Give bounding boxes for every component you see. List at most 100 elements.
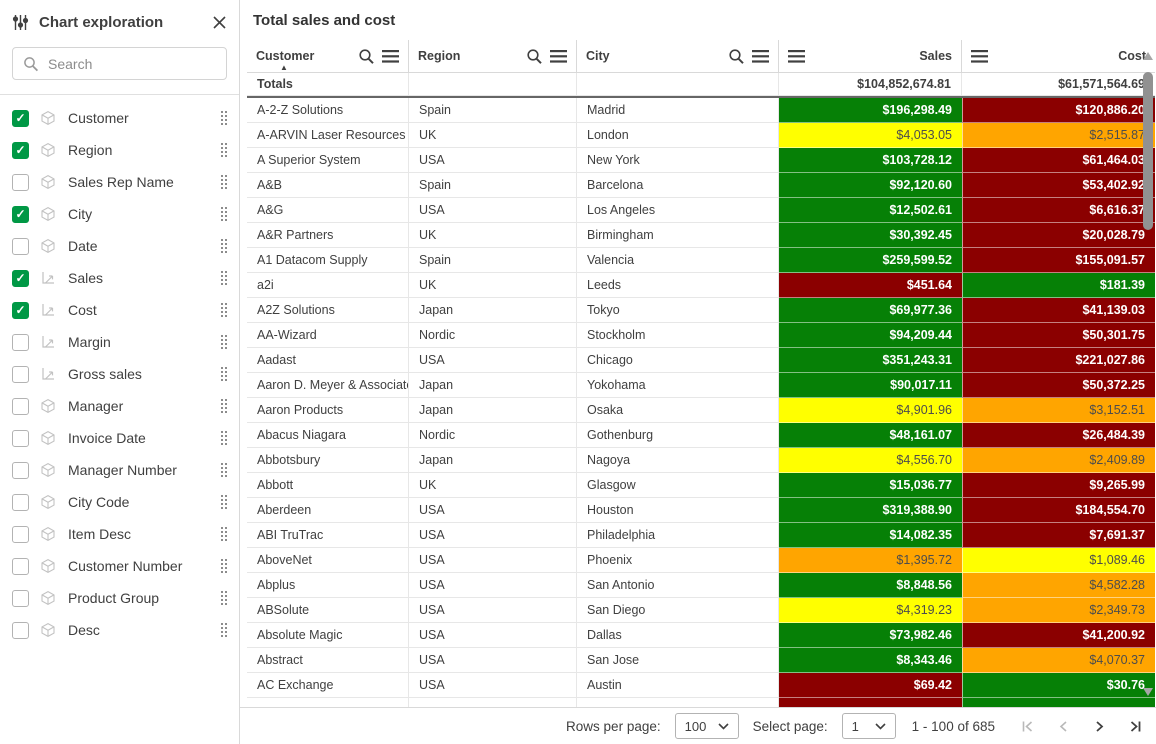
field-item-desc[interactable]: Desc bbox=[0, 614, 239, 646]
field-item-city[interactable]: City bbox=[0, 198, 239, 230]
cell-customer[interactable]: A2Z Solutions bbox=[247, 298, 409, 323]
cell-city[interactable]: San Antonio bbox=[577, 573, 779, 598]
field-item-date[interactable]: Date bbox=[0, 230, 239, 262]
cell-customer[interactable]: Aberdeen bbox=[247, 498, 409, 523]
cell-region[interactable]: Spain bbox=[409, 173, 577, 198]
drag-handle-icon[interactable] bbox=[221, 207, 227, 221]
field-item-sales[interactable]: Sales bbox=[0, 262, 239, 294]
field-item-gross-sales[interactable]: Gross sales bbox=[0, 358, 239, 390]
field-checkbox[interactable] bbox=[12, 621, 29, 639]
first-page-button[interactable] bbox=[1021, 720, 1034, 733]
scroll-up-icon[interactable] bbox=[1143, 52, 1153, 60]
column-menu-icon[interactable] bbox=[971, 49, 988, 63]
field-checkbox[interactable] bbox=[12, 589, 29, 607]
drag-handle-icon[interactable] bbox=[221, 463, 227, 477]
cell-customer[interactable]: AA-Wizard bbox=[247, 323, 409, 348]
drag-handle-icon[interactable] bbox=[221, 143, 227, 157]
cell-customer[interactable]: Abstract bbox=[247, 648, 409, 673]
column-header-customer[interactable]: Customer ▲ bbox=[247, 40, 409, 72]
cell-customer[interactable]: Abbott bbox=[247, 473, 409, 498]
cell-region[interactable]: USA bbox=[409, 198, 577, 223]
cell-city[interactable]: New York bbox=[577, 148, 779, 173]
scrollbar-thumb[interactable] bbox=[1143, 72, 1153, 230]
cell-region[interactable]: Spain bbox=[409, 248, 577, 273]
cell-customer[interactable]: A-2-Z Solutions bbox=[247, 98, 409, 123]
cell-region[interactable]: USA bbox=[409, 498, 577, 523]
cell-region[interactable]: USA bbox=[409, 348, 577, 373]
drag-handle-icon[interactable] bbox=[221, 239, 227, 253]
cell-region[interactable]: Spain bbox=[409, 98, 577, 123]
vertical-scrollbar[interactable] bbox=[1142, 52, 1154, 704]
cell-customer[interactable]: A-ARVIN Laser Resources bbox=[247, 123, 409, 148]
previous-page-button[interactable] bbox=[1057, 720, 1070, 733]
cell-region[interactable]: USA bbox=[409, 623, 577, 648]
cell-city[interactable]: Madrid bbox=[577, 98, 779, 123]
cell-city[interactable]: Chicago bbox=[577, 348, 779, 373]
scroll-down-icon[interactable] bbox=[1143, 688, 1153, 696]
cell-city[interactable]: Dallas bbox=[577, 623, 779, 648]
cell-customer[interactable]: ABSolute bbox=[247, 598, 409, 623]
cell-customer[interactable]: A&G bbox=[247, 198, 409, 223]
cell-city[interactable]: Yokohama bbox=[577, 373, 779, 398]
drag-handle-icon[interactable] bbox=[221, 431, 227, 445]
field-item-customer-number[interactable]: Customer Number bbox=[0, 550, 239, 582]
cell-region[interactable]: UK bbox=[409, 223, 577, 248]
field-checkbox[interactable] bbox=[12, 557, 29, 575]
cell-city[interactable]: Philadelphia bbox=[577, 523, 779, 548]
cell-customer[interactable]: Abacus Niagara bbox=[247, 423, 409, 448]
cell-region[interactable]: USA bbox=[409, 148, 577, 173]
cell-customer[interactable]: AboveNet bbox=[247, 548, 409, 573]
column-menu-icon[interactable] bbox=[788, 49, 805, 63]
column-header-city[interactable]: City bbox=[577, 40, 779, 72]
field-checkbox[interactable] bbox=[12, 333, 29, 351]
field-checkbox[interactable] bbox=[12, 365, 29, 383]
cell-region[interactable]: UK bbox=[409, 123, 577, 148]
cell-city[interactable]: Osaka bbox=[577, 398, 779, 423]
last-page-button[interactable] bbox=[1129, 720, 1142, 733]
cell-customer[interactable]: A Superior System bbox=[247, 148, 409, 173]
field-checkbox[interactable] bbox=[12, 109, 29, 127]
drag-handle-icon[interactable] bbox=[221, 399, 227, 413]
cell-region[interactable]: UK bbox=[409, 273, 577, 298]
cell-customer[interactable]: a2i bbox=[247, 273, 409, 298]
cell-region[interactable]: Japan bbox=[409, 448, 577, 473]
cell-city[interactable]: London bbox=[577, 123, 779, 148]
cell-region[interactable]: USA bbox=[409, 598, 577, 623]
cell-city[interactable]: Phoenix bbox=[577, 548, 779, 573]
field-item-customer[interactable]: Customer bbox=[0, 102, 239, 134]
cell-region[interactable]: USA bbox=[409, 648, 577, 673]
cell-region[interactable]: Nordic bbox=[409, 423, 577, 448]
cell-city[interactable]: Gothenburg bbox=[577, 423, 779, 448]
field-item-margin[interactable]: Margin bbox=[0, 326, 239, 358]
cell-city[interactable]: Leeds bbox=[577, 273, 779, 298]
column-header-sales[interactable]: Sales bbox=[779, 40, 962, 72]
field-item-manager-number[interactable]: Manager Number bbox=[0, 454, 239, 486]
cell-customer[interactable]: Aaron Products bbox=[247, 398, 409, 423]
cell-customer[interactable]: Aadast bbox=[247, 348, 409, 373]
field-item-item-desc[interactable]: Item Desc bbox=[0, 518, 239, 550]
cell-region[interactable]: UK bbox=[409, 473, 577, 498]
field-checkbox[interactable] bbox=[12, 205, 29, 223]
cell-city[interactable]: Houston bbox=[577, 498, 779, 523]
field-item-manager[interactable]: Manager bbox=[0, 390, 239, 422]
drag-handle-icon[interactable] bbox=[221, 591, 227, 605]
column-header-region[interactable]: Region bbox=[409, 40, 577, 72]
cell-region[interactable]: USA bbox=[409, 523, 577, 548]
cell-city[interactable]: Tokyo bbox=[577, 298, 779, 323]
cell-city[interactable]: Austin bbox=[577, 673, 779, 698]
drag-handle-icon[interactable] bbox=[221, 559, 227, 573]
field-checkbox[interactable] bbox=[12, 461, 29, 479]
column-search-icon[interactable] bbox=[526, 48, 543, 65]
field-item-region[interactable]: Region bbox=[0, 134, 239, 166]
cell-customer[interactable]: Aaron D. Meyer & Associates bbox=[247, 373, 409, 398]
field-checkbox[interactable] bbox=[12, 269, 29, 287]
field-checkbox[interactable] bbox=[12, 429, 29, 447]
search-input[interactable]: Search bbox=[12, 47, 227, 80]
select-page-select[interactable]: 1 bbox=[841, 713, 896, 739]
cell-customer[interactable]: AC Exchange bbox=[247, 673, 409, 698]
drag-handle-icon[interactable] bbox=[221, 623, 227, 637]
rows-per-page-select[interactable]: 100 bbox=[674, 713, 739, 739]
field-checkbox[interactable] bbox=[12, 141, 29, 159]
cell-city[interactable]: Nagoya bbox=[577, 448, 779, 473]
column-search-icon[interactable] bbox=[728, 48, 745, 65]
